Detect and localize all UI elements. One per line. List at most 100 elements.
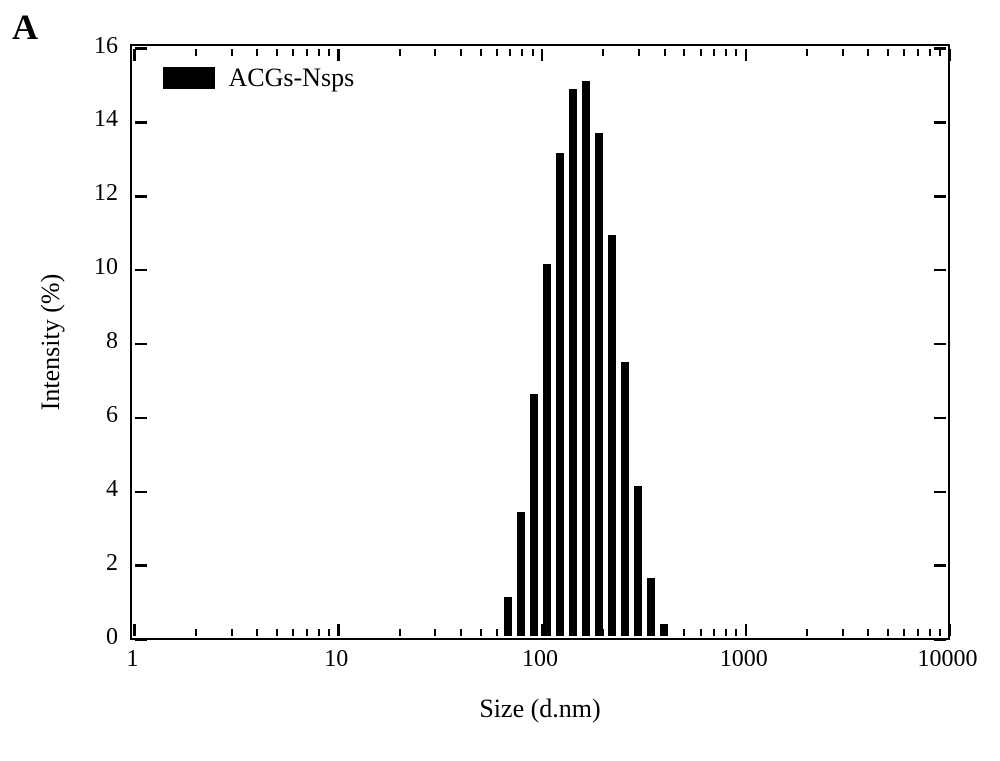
y-tick: [934, 121, 946, 124]
plot-area: ACGs-Nsps: [130, 44, 950, 640]
x-tick: [745, 49, 748, 61]
x-tick: [917, 49, 919, 56]
x-tick: [713, 629, 715, 636]
x-tick: [460, 49, 462, 56]
x-tick: [532, 629, 534, 636]
bar: [517, 512, 525, 636]
bar: [582, 81, 590, 635]
x-tick: [231, 629, 233, 636]
y-tick: [934, 417, 946, 420]
x-tick: [700, 49, 702, 56]
x-tick: [917, 629, 919, 636]
legend-label: ACGs-Nsps: [229, 63, 355, 93]
x-tick: [806, 49, 808, 56]
panel-label: A: [12, 6, 38, 48]
x-tick: [276, 629, 278, 636]
x-tick: [713, 49, 715, 56]
x-tick: [929, 629, 931, 636]
y-tick: [135, 638, 147, 641]
x-tick: [521, 49, 523, 56]
y-tick: [135, 195, 147, 198]
y-tick: [934, 269, 946, 272]
legend-swatch: [163, 67, 215, 89]
x-tick: [195, 49, 197, 56]
y-tick: [135, 343, 147, 346]
x-tick: [939, 629, 941, 636]
y-tick-label: 6: [70, 402, 118, 429]
bar: [543, 264, 551, 635]
x-tick: [683, 629, 685, 636]
x-tick: [683, 49, 685, 56]
x-tick: [460, 629, 462, 636]
y-tick: [135, 121, 147, 124]
x-tick: [337, 624, 340, 636]
x-tick: [638, 49, 640, 56]
x-tick: [292, 629, 294, 636]
x-tick: [318, 629, 320, 636]
x-tick-label: 10000: [898, 646, 998, 673]
x-tick: [602, 629, 604, 636]
y-tick: [135, 491, 147, 494]
bar: [647, 578, 655, 635]
x-tick: [292, 49, 294, 56]
y-tick-label: 0: [70, 624, 118, 651]
x-tick: [509, 629, 511, 636]
x-tick: [306, 49, 308, 56]
x-tick: [745, 624, 748, 636]
bar: [608, 235, 616, 636]
y-tick: [135, 269, 147, 272]
x-tick: [735, 49, 737, 56]
y-tick-label: 2: [70, 550, 118, 577]
x-tick: [735, 629, 737, 636]
y-tick-label: 12: [70, 180, 118, 207]
x-tick-label: 1000: [694, 646, 794, 673]
y-tick: [135, 47, 147, 50]
x-tick: [133, 624, 136, 636]
y-tick-label: 8: [70, 328, 118, 355]
x-tick: [133, 49, 136, 61]
y-tick: [934, 343, 946, 346]
x-tick: [231, 49, 233, 56]
bar: [634, 486, 642, 636]
x-tick: [276, 49, 278, 56]
figure-root: A ACGs-Nsps 110100100010000 024681012141…: [0, 0, 1000, 761]
x-tick: [328, 629, 330, 636]
x-tick: [948, 624, 951, 636]
x-tick: [399, 49, 401, 56]
x-tick: [700, 629, 702, 636]
x-tick: [306, 629, 308, 636]
x-tick: [806, 629, 808, 636]
bar: [621, 362, 629, 635]
x-tick: [903, 629, 905, 636]
x-tick: [337, 49, 340, 61]
bar: [595, 133, 603, 635]
x-tick: [480, 49, 482, 56]
y-tick: [934, 638, 946, 641]
x-tick: [664, 49, 666, 56]
x-tick: [602, 49, 604, 56]
bar: [569, 89, 577, 636]
x-tick: [903, 49, 905, 56]
x-tick: [867, 49, 869, 56]
x-tick: [664, 629, 666, 636]
x-tick: [638, 629, 640, 636]
bar: [556, 153, 564, 635]
x-tick: [929, 49, 931, 56]
y-tick-label: 4: [70, 476, 118, 503]
y-tick-label: 10: [70, 254, 118, 281]
x-tick: [399, 629, 401, 636]
y-tick: [135, 564, 147, 567]
x-tick: [318, 49, 320, 56]
y-tick: [135, 417, 147, 420]
x-tick: [725, 49, 727, 56]
y-tick-label: 14: [70, 106, 118, 133]
y-tick: [934, 195, 946, 198]
x-tick: [480, 629, 482, 636]
x-tick: [521, 629, 523, 636]
x-tick: [948, 49, 951, 61]
y-tick: [934, 47, 946, 50]
x-tick: [842, 49, 844, 56]
y-tick: [934, 564, 946, 567]
x-tick: [509, 49, 511, 56]
x-tick: [434, 49, 436, 56]
